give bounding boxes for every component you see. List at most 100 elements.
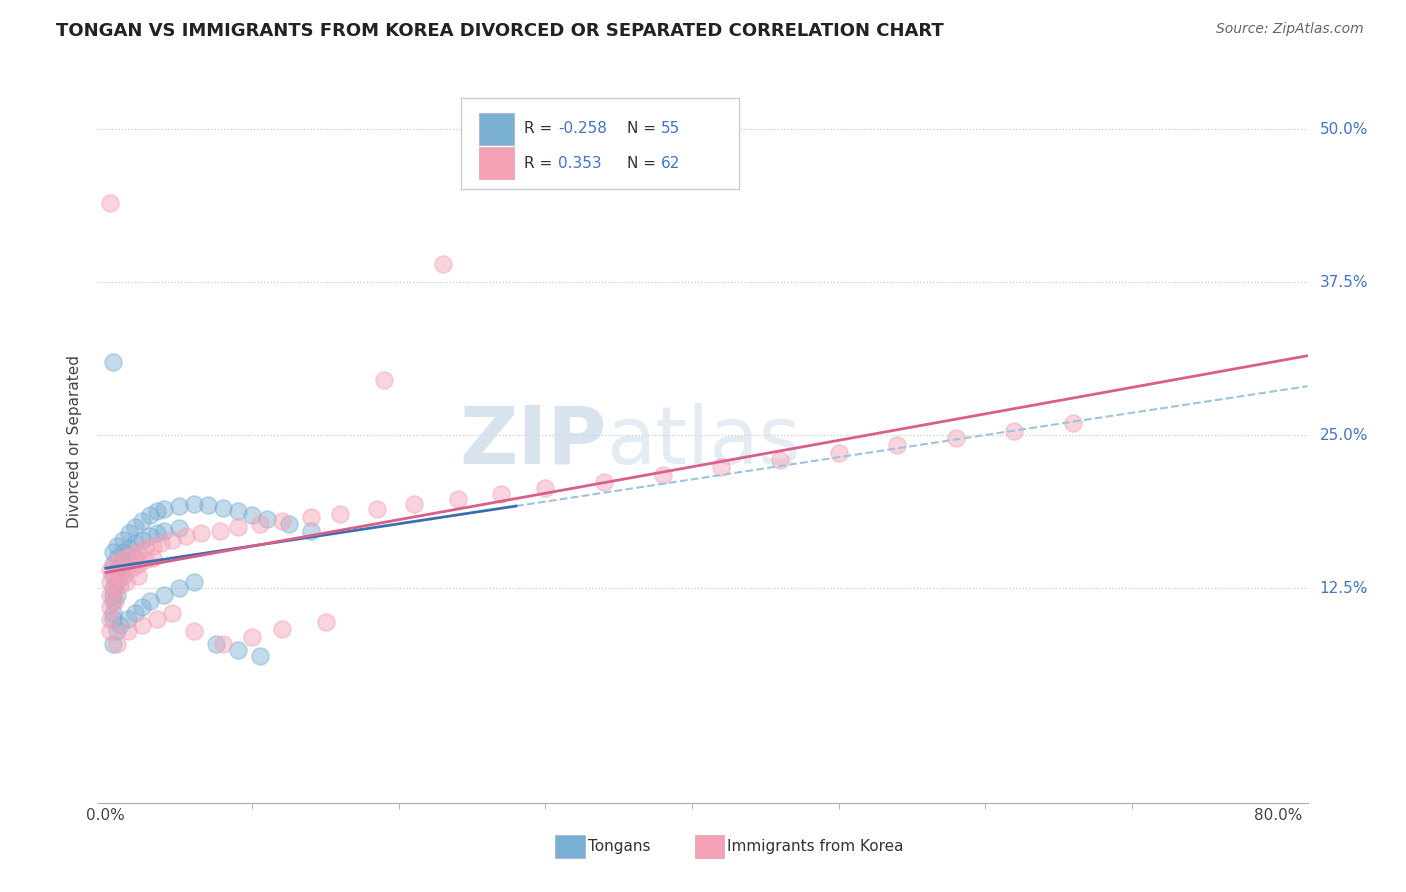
Text: atlas: atlas — [606, 402, 800, 481]
Text: R =: R = — [524, 156, 562, 171]
Point — [112, 545, 135, 559]
Point — [131, 599, 153, 614]
Point — [98, 575, 121, 590]
Point — [115, 550, 138, 565]
Point — [212, 637, 235, 651]
Point — [827, 445, 849, 459]
Point — [101, 545, 124, 559]
Point — [142, 539, 165, 553]
Point — [190, 526, 212, 541]
Point — [107, 624, 129, 639]
Point — [329, 507, 352, 521]
Point — [366, 502, 388, 516]
Point — [146, 612, 169, 626]
Point — [197, 498, 219, 512]
Point — [160, 533, 183, 547]
Point — [131, 618, 153, 632]
Point — [153, 588, 176, 602]
Point — [103, 569, 125, 583]
Text: 50.0%: 50.0% — [1320, 122, 1368, 136]
Point — [127, 557, 149, 571]
Point — [299, 510, 322, 524]
Point — [886, 438, 908, 452]
Point — [270, 514, 292, 528]
Point — [110, 618, 132, 632]
Point — [101, 588, 124, 602]
Point — [98, 624, 121, 639]
Point — [212, 500, 235, 515]
Point — [534, 481, 557, 495]
Point — [256, 511, 278, 525]
Point — [226, 520, 249, 534]
Text: 37.5%: 37.5% — [1320, 275, 1368, 290]
Point — [1004, 424, 1026, 438]
Point — [115, 563, 138, 577]
Point — [118, 526, 141, 541]
Point — [240, 631, 263, 645]
Point — [226, 504, 249, 518]
Point — [101, 612, 124, 626]
Point — [710, 460, 733, 475]
Point — [101, 637, 124, 651]
Point — [134, 541, 156, 555]
Point — [176, 529, 198, 543]
Point — [124, 536, 146, 550]
Point — [117, 612, 139, 626]
Point — [593, 475, 616, 489]
Point — [299, 524, 322, 538]
Text: N =: N = — [627, 156, 661, 171]
Point — [107, 563, 129, 577]
Text: Tongans: Tongans — [588, 839, 651, 855]
Point — [124, 550, 146, 565]
Point — [278, 516, 301, 531]
Point — [101, 582, 124, 596]
Point — [112, 557, 135, 571]
Point — [110, 578, 132, 592]
Point — [209, 524, 232, 538]
Point — [101, 569, 124, 583]
Point — [651, 467, 673, 482]
Point — [124, 606, 146, 620]
Point — [138, 529, 160, 543]
Point — [769, 453, 792, 467]
Point — [167, 521, 190, 535]
Point — [204, 637, 226, 651]
Point — [103, 557, 125, 571]
Point — [107, 588, 129, 602]
Text: 62: 62 — [661, 156, 681, 171]
Point — [315, 615, 337, 629]
Text: ZIP: ZIP — [458, 402, 606, 481]
Point — [249, 648, 271, 663]
FancyBboxPatch shape — [695, 835, 724, 858]
Point — [131, 514, 153, 528]
Point — [240, 508, 263, 522]
Point — [107, 539, 129, 553]
Point — [98, 599, 121, 614]
Point — [110, 553, 132, 567]
Point — [249, 516, 271, 531]
Point — [226, 642, 249, 657]
Text: 12.5%: 12.5% — [1320, 581, 1368, 596]
Point — [134, 553, 156, 567]
Text: TONGAN VS IMMIGRANTS FROM KOREA DIVORCED OR SEPARATED CORRELATION CHART: TONGAN VS IMMIGRANTS FROM KOREA DIVORCED… — [56, 22, 943, 40]
Point — [1062, 416, 1084, 430]
Point — [127, 545, 149, 559]
Point — [270, 622, 292, 636]
Point — [121, 549, 143, 563]
Point — [402, 497, 425, 511]
Point — [146, 504, 169, 518]
Point — [98, 588, 121, 602]
Text: Source: ZipAtlas.com: Source: ZipAtlas.com — [1216, 22, 1364, 37]
FancyBboxPatch shape — [479, 112, 515, 145]
Point — [107, 550, 129, 565]
Point — [98, 612, 121, 626]
Point — [183, 497, 205, 511]
Point — [124, 520, 146, 534]
Point — [446, 492, 468, 507]
Point — [101, 355, 124, 369]
FancyBboxPatch shape — [555, 835, 585, 858]
Point — [101, 593, 124, 607]
FancyBboxPatch shape — [461, 98, 740, 189]
Point — [110, 566, 132, 580]
Point — [153, 524, 176, 538]
